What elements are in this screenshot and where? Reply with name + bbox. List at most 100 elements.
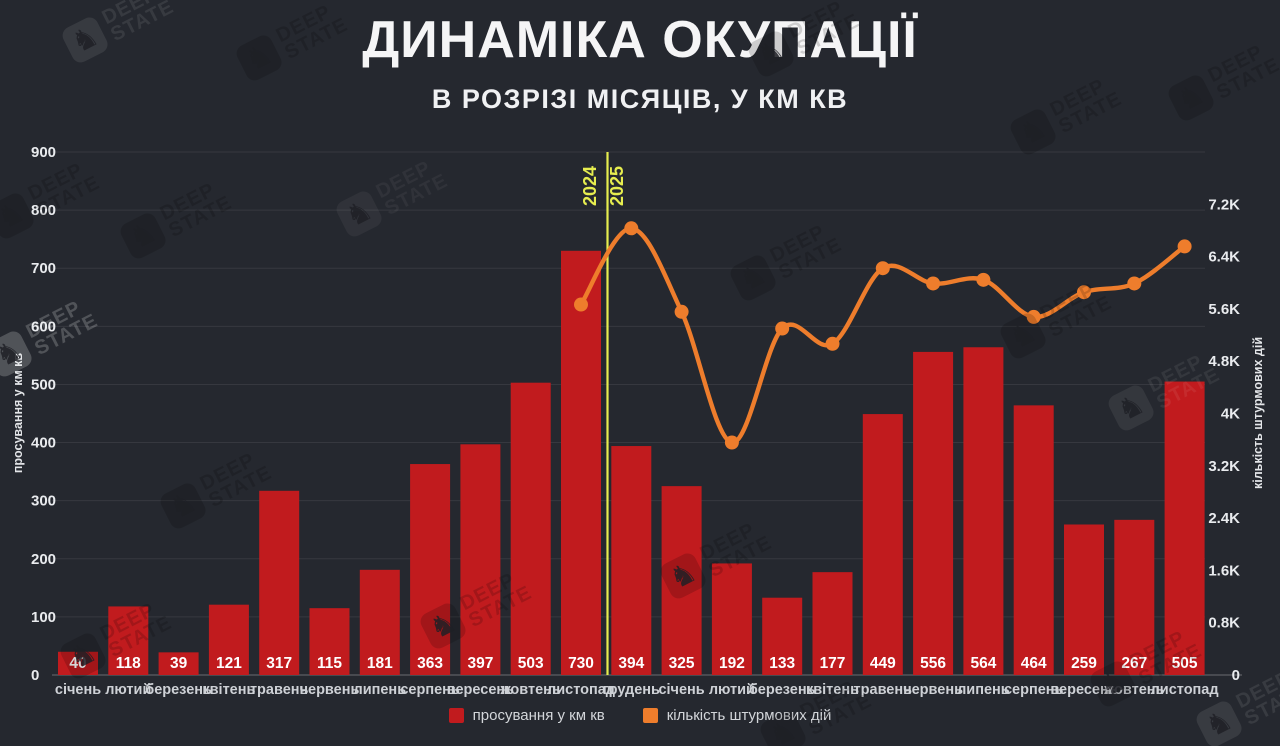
month-label: червень <box>300 682 360 698</box>
bar-value-label: 267 <box>1121 655 1147 672</box>
bar <box>309 608 350 675</box>
month-label: січень <box>55 682 101 698</box>
right-axis-tick-label: 4K <box>1221 406 1240 423</box>
bar <box>510 382 551 675</box>
bar <box>963 347 1004 675</box>
bar-value-label: 730 <box>568 655 594 672</box>
assault-series-swatch <box>642 708 658 723</box>
month-label: квітень <box>202 682 255 698</box>
bar-value-label: 118 <box>116 655 141 672</box>
month-label: квітень <box>806 682 859 698</box>
bar-value-label: 394 <box>618 655 644 672</box>
year-label-2025: 2025 <box>607 166 627 206</box>
bar-value-label: 121 <box>216 655 242 672</box>
bar-value-label: 325 <box>669 655 695 672</box>
left-axis-tick-label: 700 <box>31 260 56 277</box>
bar-value-label: 40 <box>69 655 86 672</box>
bar <box>410 464 451 675</box>
assault-actions-dot <box>1177 239 1192 254</box>
month-label: лютий <box>709 682 755 698</box>
month-label: травень <box>250 682 309 698</box>
assault-actions-dot <box>976 272 991 287</box>
bar <box>158 652 199 675</box>
bar-value-label: 115 <box>317 655 342 672</box>
left-axis-tick-label: 200 <box>31 551 56 568</box>
left-axis-tick-label: 500 <box>31 376 56 393</box>
left-axis-tick-label: 0 <box>31 667 39 684</box>
assault-actions-dot <box>775 321 790 336</box>
page-subtitle: В РОЗРІЗІ МІСЯЦІВ, У КМ КВ <box>431 84 849 114</box>
bar-value-label: 503 <box>518 655 544 672</box>
right-axis-tick-label: 7.2K <box>1208 196 1240 213</box>
bar <box>58 651 98 675</box>
month-label: березень <box>749 682 816 698</box>
bar-value-label: 259 <box>1071 655 1097 672</box>
left-axis-tick-label: 100 <box>31 609 56 626</box>
month-label: вересень <box>447 682 514 698</box>
bar-value-label: 133 <box>769 655 795 672</box>
bar-value-label: 564 <box>970 655 996 672</box>
legend-item-assaults: кількість штурмових дій <box>642 707 831 724</box>
assault-actions-dot <box>926 276 941 291</box>
assault-actions-dot <box>875 261 890 276</box>
left-axis-tick-label: 900 <box>31 144 56 161</box>
bar <box>108 606 149 675</box>
bar-value-label: 317 <box>266 655 292 672</box>
bar <box>460 444 501 675</box>
bar <box>812 572 853 675</box>
bar-value-label: 39 <box>170 655 188 672</box>
legend: просування у км кв кількість штурмових д… <box>0 707 1280 724</box>
month-label: вересень <box>1050 682 1117 698</box>
bar <box>711 563 752 675</box>
month-label: лютий <box>105 682 151 698</box>
assault-actions-dot <box>825 336 840 351</box>
month-label: липень <box>957 682 1010 698</box>
month-label: липень <box>353 682 406 698</box>
bar-value-label: 181 <box>367 655 393 672</box>
assault-actions-dot <box>624 221 639 236</box>
bar-value-label: 505 <box>1172 655 1198 672</box>
month-label: жовтень <box>500 682 561 698</box>
month-label: грудень <box>603 682 660 698</box>
left-axis-tick-label: 800 <box>31 202 56 219</box>
right-axis-tick-label: 0.8K <box>1208 615 1240 632</box>
bar <box>208 604 249 675</box>
assault-actions-dot <box>574 297 588 312</box>
left-axis-tick-label: 600 <box>31 318 56 335</box>
advance-series-swatch <box>448 708 464 723</box>
bar-value-label: 449 <box>870 655 896 672</box>
right-axis-tick-label: 6.4K <box>1208 249 1240 266</box>
year-label-2024: 2024 <box>580 166 600 206</box>
bar <box>661 486 702 675</box>
right-axis-tick-label: 1.6K <box>1208 562 1240 579</box>
left-axis-title: просування у км кв <box>11 353 25 474</box>
month-label: листопад <box>1151 682 1219 698</box>
right-axis-tick-label: 4.8K <box>1208 353 1240 370</box>
bar <box>1114 519 1155 675</box>
assault-actions-dot <box>1127 276 1142 291</box>
left-axis-tick-label: 300 <box>31 493 56 510</box>
assault-actions-dot <box>724 435 739 450</box>
page-title: ДИНАМІКА ОКУПАЦІЇ <box>362 11 918 69</box>
bar <box>762 597 803 675</box>
bar-value-label: 177 <box>820 655 846 672</box>
right-axis-tick-label: 2.4K <box>1208 510 1240 527</box>
right-axis-tick-label: 5.6K <box>1208 301 1240 318</box>
assault-actions-dot <box>674 304 689 319</box>
legend-label: просування у км кв <box>472 707 605 724</box>
bar <box>561 250 601 676</box>
bar <box>913 351 954 675</box>
month-label: жовтень <box>1103 682 1164 698</box>
bar-value-label: 192 <box>719 655 745 672</box>
bar-value-label: 556 <box>920 655 946 672</box>
bar-value-label: 397 <box>467 655 493 672</box>
bar <box>862 414 903 675</box>
bar <box>1064 524 1104 675</box>
bar-value-label: 363 <box>417 655 443 672</box>
bar <box>359 569 400 675</box>
legend-item-advance: просування у км кв <box>448 707 605 724</box>
month-label: червень <box>903 682 963 698</box>
assault-actions-line <box>578 226 1187 445</box>
month-label: січень <box>658 682 704 698</box>
